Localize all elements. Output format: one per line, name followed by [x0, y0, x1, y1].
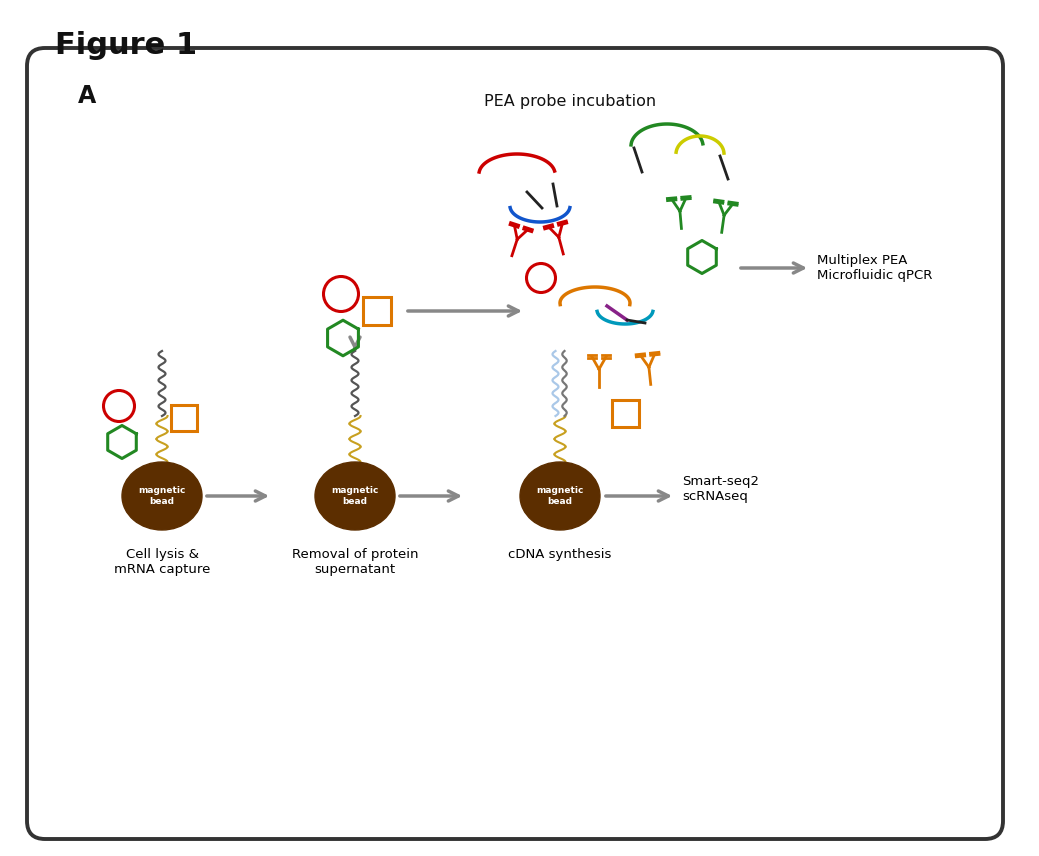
Text: Multiplex PEA
Microfluidic qPCR: Multiplex PEA Microfluidic qPCR	[817, 254, 932, 282]
Text: A: A	[78, 84, 97, 108]
Ellipse shape	[315, 462, 395, 530]
Bar	[171, 405, 197, 431]
Text: Smart-seq2
scRNAseq: Smart-seq2 scRNAseq	[682, 475, 760, 503]
Ellipse shape	[122, 462, 202, 530]
Text: PEA probe incubation: PEA probe incubation	[484, 94, 656, 109]
Text: magnetic
bead: magnetic bead	[331, 486, 378, 506]
Text: magnetic
bead: magnetic bead	[536, 486, 584, 506]
Text: Removal of protein
supernatant: Removal of protein supernatant	[292, 548, 419, 576]
Text: Cell lysis &
mRNA capture: Cell lysis & mRNA capture	[114, 548, 210, 576]
Text: cDNA synthesis: cDNA synthesis	[508, 548, 612, 561]
Bar	[363, 297, 391, 325]
Text: magnetic
bead: magnetic bead	[138, 486, 186, 506]
Text: Figure 1: Figure 1	[55, 31, 197, 60]
Bar	[612, 400, 639, 426]
FancyBboxPatch shape	[27, 48, 1003, 839]
Ellipse shape	[520, 462, 600, 530]
